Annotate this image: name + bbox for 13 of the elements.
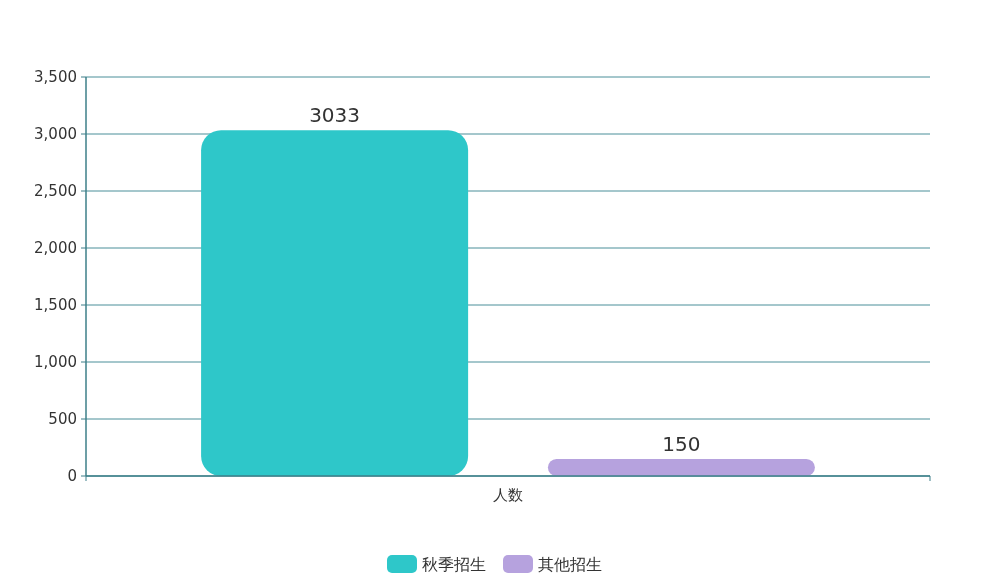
y-tick-label: 2,500 <box>34 182 77 201</box>
y-tick-label: 2,000 <box>34 239 77 258</box>
legend-label: 其他招生 <box>538 554 602 574</box>
data-label: 150 <box>662 431 701 456</box>
x-tick-label: 人数 <box>493 486 523 504</box>
y-tick-label: 1,000 <box>34 353 77 372</box>
y-tick-label: 3,500 <box>34 68 77 87</box>
y-tick-label: 1,500 <box>34 296 77 315</box>
legend-label: 秋季招生 <box>422 554 486 574</box>
y-tick-label: 3,000 <box>34 125 77 144</box>
data-label: 3033 <box>309 103 361 128</box>
y-tick-label: 0 <box>67 467 77 486</box>
y-tick-label: 500 <box>48 410 77 429</box>
